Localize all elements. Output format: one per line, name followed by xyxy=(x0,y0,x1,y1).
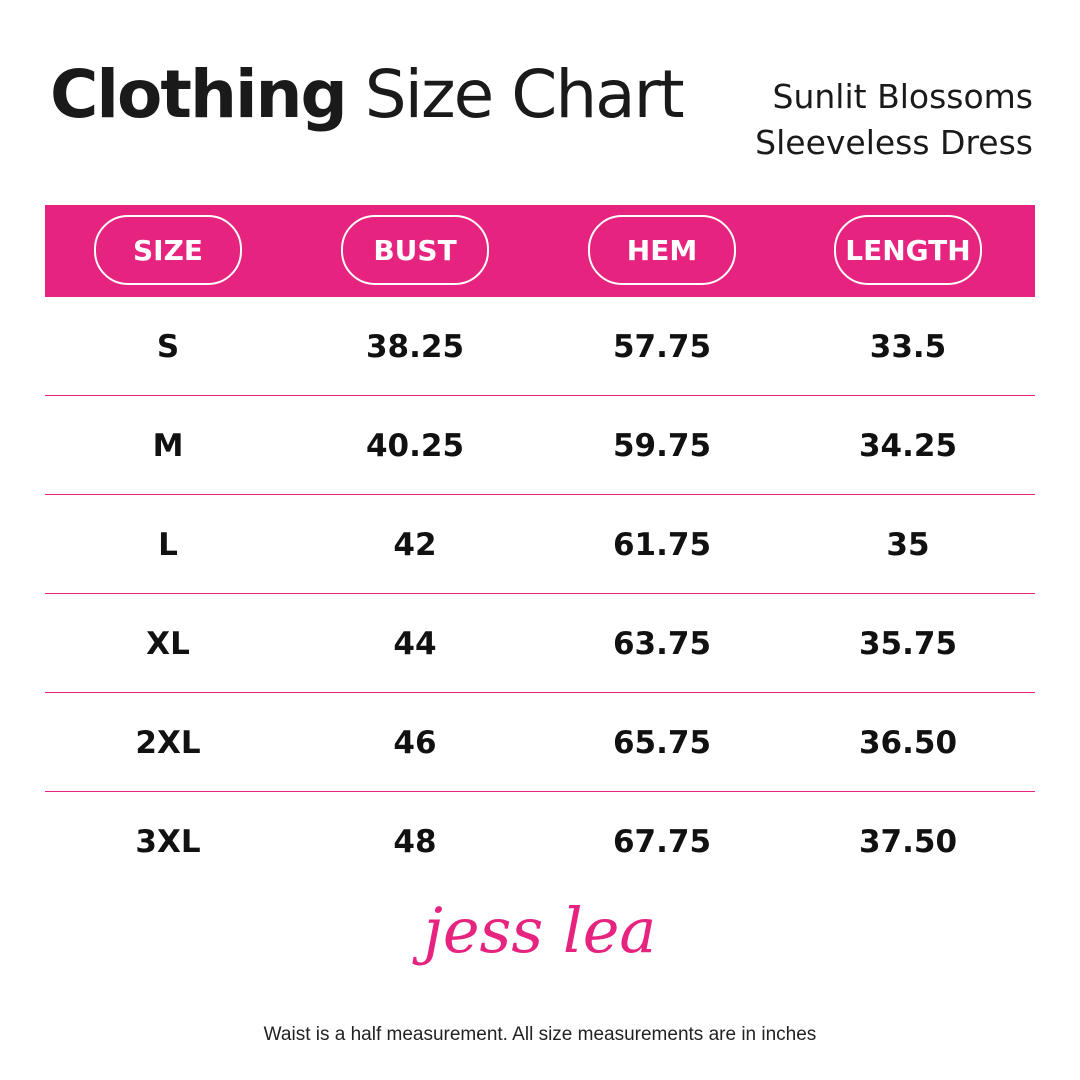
table-cell: 48 xyxy=(393,823,437,860)
table-cell: 37.50 xyxy=(858,823,958,860)
table-cell: 36.50 xyxy=(858,724,958,761)
table-cell: 42 xyxy=(393,526,437,563)
table-cell: 67.75 xyxy=(612,823,712,860)
table-cell: 44 xyxy=(393,625,437,662)
table-cell: 40.25 xyxy=(365,427,465,464)
product-name: Sunlit Blossoms xyxy=(772,77,1033,116)
column-header: LENGTH xyxy=(834,215,982,285)
row-separator xyxy=(45,692,1035,693)
row-separator xyxy=(45,593,1035,594)
column-header: HEM xyxy=(588,215,736,285)
product-name: Sleeveless Dress xyxy=(755,123,1033,162)
logo: jess lea xyxy=(423,894,657,967)
table-cell: 3XL xyxy=(135,823,201,860)
table-cell: 33.5 xyxy=(869,328,947,365)
table-cell: 34.25 xyxy=(858,427,958,464)
table-cell: 63.75 xyxy=(612,625,712,662)
table-cell: 2XL xyxy=(135,724,201,761)
column-header: SIZE xyxy=(94,215,242,285)
table-cell: XL xyxy=(146,625,190,662)
title: Clothing Size Chart xyxy=(50,62,685,128)
table-cell: 61.75 xyxy=(612,526,712,563)
title-bold: Clothing xyxy=(50,56,348,133)
table-cell: 35 xyxy=(886,526,930,563)
table-cell: S xyxy=(156,328,180,365)
footer-note: Waist is a half measurement. All size me… xyxy=(263,1024,817,1045)
table-cell: M xyxy=(152,427,184,464)
row-separator xyxy=(45,494,1035,495)
table-cell: 59.75 xyxy=(612,427,712,464)
row-separator xyxy=(45,791,1035,792)
table-cell: 57.75 xyxy=(612,328,712,365)
title-rest: Size Chart xyxy=(364,56,685,133)
table-cell: 35.75 xyxy=(858,625,958,662)
row-separator xyxy=(45,395,1035,396)
table-cell: 38.25 xyxy=(365,328,465,365)
table-cell: 46 xyxy=(393,724,437,761)
table-cell: L xyxy=(158,526,178,563)
column-header: BUST xyxy=(341,215,489,285)
table-cell: 65.75 xyxy=(612,724,712,761)
